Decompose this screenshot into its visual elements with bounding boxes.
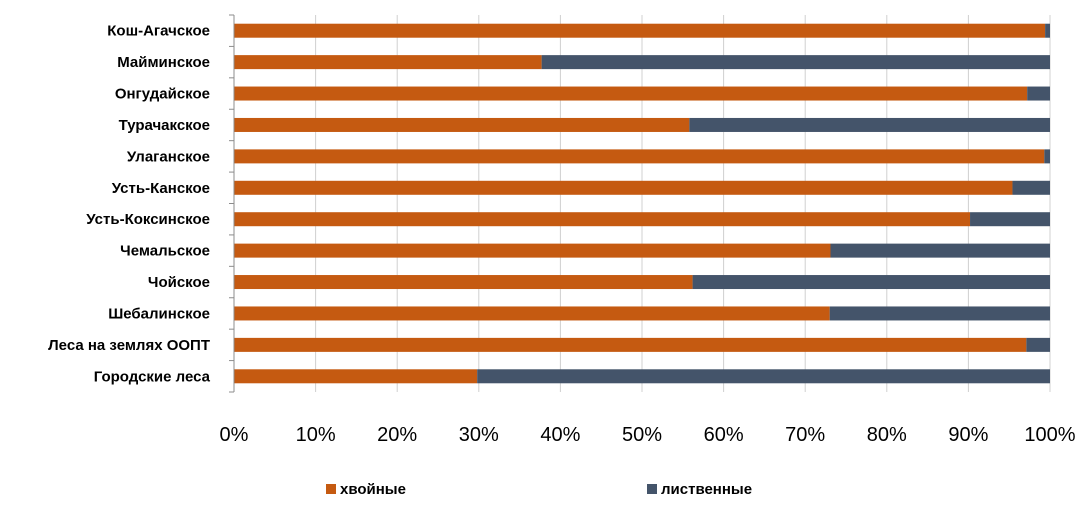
- x-tick-label: 50%: [622, 424, 662, 446]
- bar-segment-coniferous: [234, 243, 831, 258]
- bar-segment-coniferous: [234, 180, 1013, 195]
- bars: [234, 23, 1051, 384]
- x-tick-label: 0%: [220, 424, 249, 446]
- category-label: Турачакское: [119, 117, 210, 134]
- bar-segment-deciduous: [1044, 149, 1050, 164]
- bar-segment-deciduous: [1012, 180, 1050, 195]
- bar-segment-coniferous: [234, 369, 478, 384]
- bar-segment-deciduous: [477, 369, 1051, 384]
- bar-segment-coniferous: [234, 23, 1046, 38]
- bar-segment-coniferous: [234, 212, 971, 227]
- legend: хвойные лиственные: [326, 481, 752, 498]
- bar-segment-deciduous: [1027, 86, 1050, 101]
- bar-segment-deciduous: [689, 117, 1050, 132]
- bar-segment-deciduous: [541, 55, 1050, 70]
- bar-segment-coniferous: [234, 86, 1028, 101]
- legend-swatch: [326, 484, 336, 494]
- bar-segment-coniferous: [234, 275, 693, 290]
- category-label: Кош-Агачское: [107, 23, 210, 40]
- category-label: Шебалинское: [108, 305, 210, 322]
- x-tick-label: 20%: [377, 424, 417, 446]
- bar-segment-deciduous: [692, 275, 1050, 290]
- bar-segment-deciduous: [970, 212, 1050, 227]
- bar-segment-deciduous: [830, 243, 1050, 258]
- bar-segment-coniferous: [234, 306, 830, 321]
- legend-swatch: [647, 484, 657, 494]
- category-label: Чойское: [148, 274, 210, 291]
- bar-segment-deciduous: [1026, 337, 1050, 352]
- x-tick-label: 30%: [459, 424, 499, 446]
- bar-segment-coniferous: [234, 149, 1045, 164]
- legend-label: хвойные: [340, 481, 406, 498]
- bar-segment-coniferous: [234, 337, 1027, 352]
- category-label: Леса на землях ООПТ: [48, 337, 210, 354]
- x-tick-labels: 0% 10% 20% 30% 40% 50% 60% 70% 80% 90% 100%: [220, 424, 1076, 446]
- category-labels: Кош-Агачское Майминское Онгудайское Турачак…: [48, 23, 210, 386]
- category-label: Усть-Коксинское: [86, 211, 210, 228]
- grid-lines: [315, 15, 1051, 392]
- bar-segment-coniferous: [234, 55, 542, 70]
- x-tick-label: 40%: [540, 424, 580, 446]
- x-tick-label: 10%: [296, 424, 336, 446]
- category-label: Городские леса: [94, 368, 211, 385]
- bar-segment-coniferous: [234, 117, 690, 132]
- category-label: Улаганское: [127, 148, 210, 165]
- legend-label: лиственные: [661, 481, 752, 498]
- x-tick-label: 90%: [948, 424, 988, 446]
- bar-segment-deciduous: [1045, 23, 1050, 38]
- category-label: Чемальское: [120, 243, 210, 260]
- x-tick-label: 80%: [867, 424, 907, 446]
- x-tick-label: 70%: [785, 424, 825, 446]
- category-label: Майминское: [117, 54, 210, 71]
- y-axis: [229, 14, 235, 393]
- bar-segment-deciduous: [829, 306, 1050, 321]
- x-tick-label: 100%: [1024, 424, 1075, 446]
- category-label: Усть-Канское: [112, 180, 210, 197]
- category-label: Онгудайское: [115, 86, 210, 103]
- x-tick-label: 60%: [704, 424, 744, 446]
